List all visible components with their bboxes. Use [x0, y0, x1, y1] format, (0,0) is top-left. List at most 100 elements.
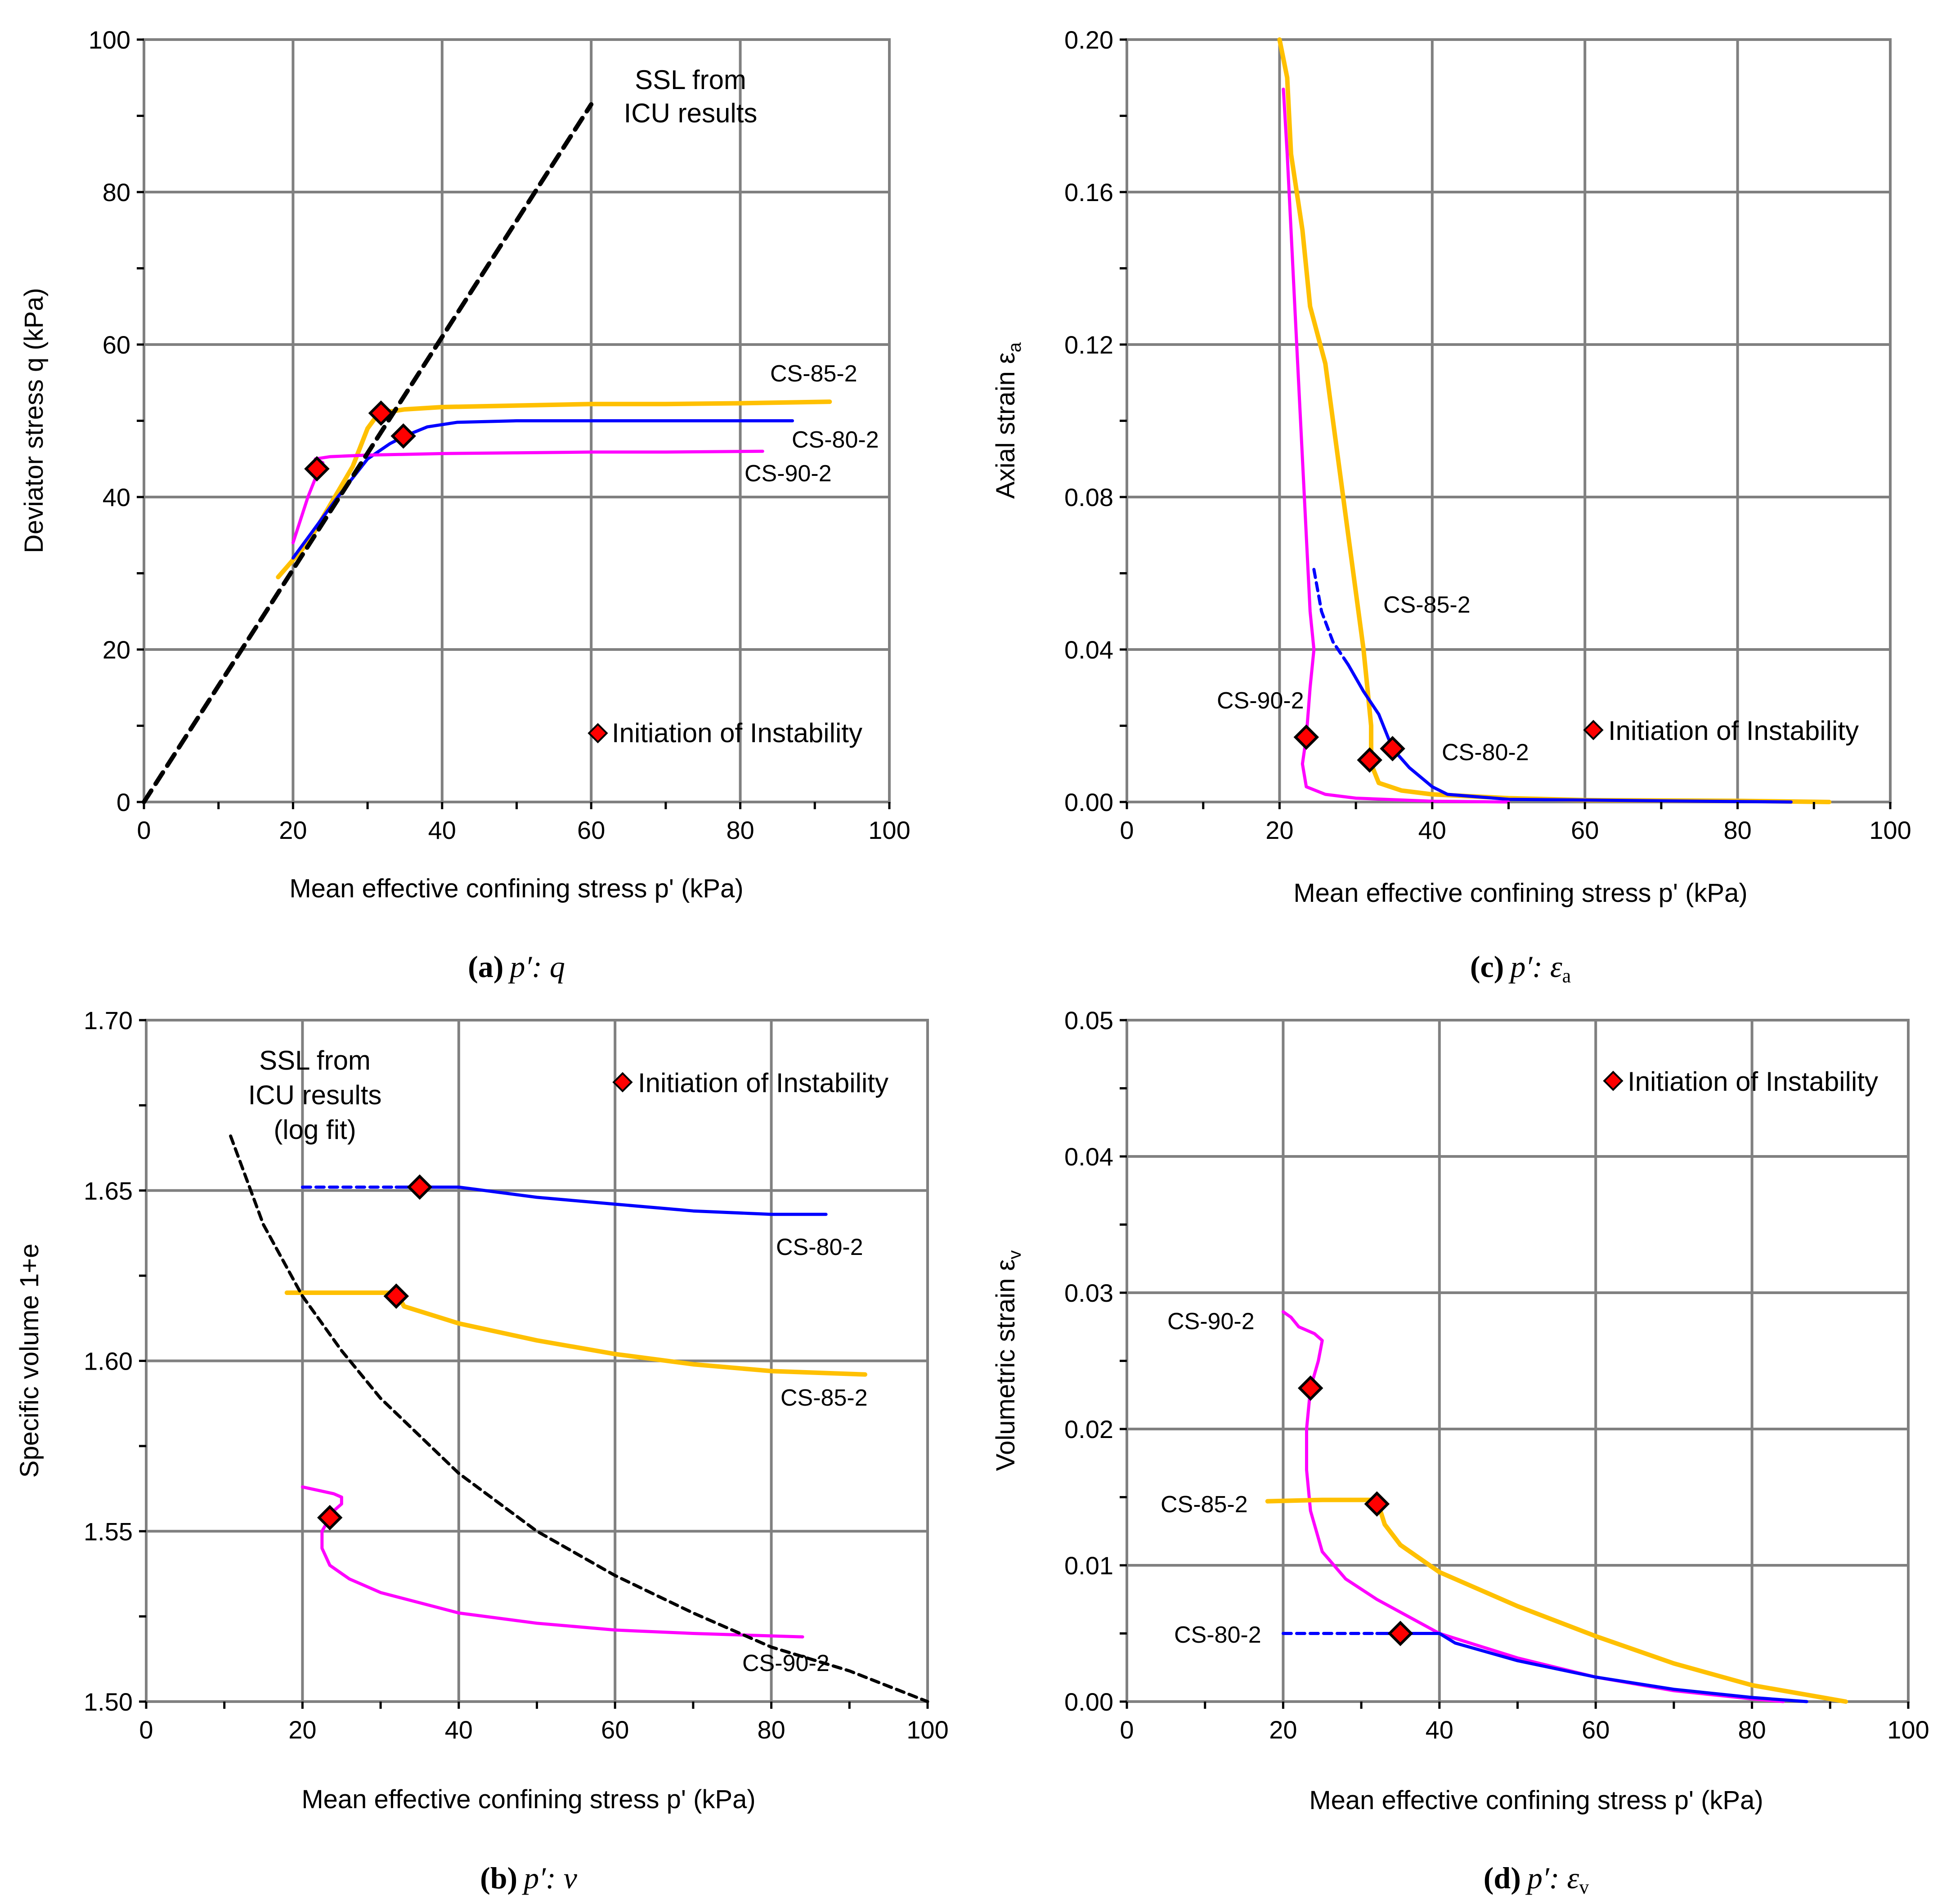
- panel-b-legend-label: Initiation of Instability: [638, 1068, 888, 1098]
- series-cs-85-2: [1265, 1497, 1848, 1704]
- instability-marker: [317, 1505, 343, 1531]
- panel-a-label-cs802: CS-80-2: [792, 427, 879, 453]
- panel-a-label-cs852: CS-85-2: [770, 361, 857, 387]
- panel-b-xlabel: Mean effective confining stress p' (kPa): [301, 1785, 755, 1814]
- panel-a-ssl-label-1: SSL from: [635, 65, 746, 95]
- series-cs-80-2: [291, 419, 794, 560]
- series-ssl-from-icu-results: [142, 102, 594, 804]
- x-tick-label: 0: [139, 1716, 153, 1744]
- series-cs-85-2: [276, 399, 832, 579]
- series-cs-90-2: [291, 449, 764, 545]
- panel-c-caption: (c) p′: εa: [1470, 950, 1571, 987]
- panel-b-legend: Initiation of Instability: [612, 1068, 888, 1098]
- panel-c-label-cs902: CS-90-2: [1217, 688, 1304, 714]
- series-cs-90-2: [1282, 87, 1510, 804]
- x-tick-label: 80: [726, 816, 754, 844]
- panel-a-legend: Initiation of Instability: [588, 718, 862, 748]
- series-cs-80-2: [1375, 1632, 1808, 1703]
- x-tick-label: 100: [1869, 816, 1911, 844]
- x-tick-label: 60: [577, 816, 605, 844]
- instability-marker: [1293, 724, 1319, 750]
- panel-a-caption: (a) p′: q: [468, 950, 565, 984]
- x-tick-label: 40: [445, 1716, 473, 1744]
- y-tick-label: 0.12: [1064, 331, 1113, 359]
- y-tick-label: 40: [103, 483, 130, 511]
- panel-c-label-cs852: CS-85-2: [1383, 592, 1471, 618]
- y-tick-label: 20: [103, 636, 130, 664]
- panel-d-caption: (d) p′: εv: [1484, 1861, 1589, 1898]
- x-tick-label: 20: [1265, 816, 1293, 844]
- panel-c-xlabel: Mean effective confining stress p' (kPa): [1293, 878, 1747, 908]
- x-tick-label: 40: [428, 816, 456, 844]
- x-tick-label: 40: [1426, 1716, 1453, 1744]
- x-tick-label: 100: [906, 1716, 948, 1744]
- x-tick-label: 0: [1120, 816, 1134, 844]
- panel-b-chart: 1.50 1.55 1.60 1.65 1.70 0 20 40 60 80 100 Specif…: [15, 1006, 949, 1895]
- y-tick-label: 0.00: [1064, 1688, 1113, 1716]
- panel-d-xlabel: Mean effective confining stress p' (kPa): [1309, 1786, 1763, 1815]
- instability-marker: [1380, 736, 1405, 762]
- y-tick-label: 0.04: [1064, 636, 1113, 664]
- y-tick-label: 60: [103, 331, 130, 359]
- y-tick-label: 0.05: [1064, 1006, 1113, 1035]
- instability-marker: [390, 423, 416, 449]
- panel-a-legend-label: Initiation of Instability: [612, 718, 862, 748]
- x-tick-label: 100: [1887, 1716, 1929, 1744]
- instability-marker: [407, 1174, 433, 1200]
- x-tick-label: 0: [1120, 1716, 1134, 1744]
- panel-b-label-cs902: CS-90-2: [742, 1650, 830, 1676]
- panel-a-label-cs902: CS-90-2: [745, 461, 832, 487]
- x-tick-label: 0: [137, 816, 151, 844]
- panel-d-legend: Initiation of Instability: [1603, 1066, 1878, 1097]
- y-tick-label: 0.00: [1064, 788, 1113, 816]
- instability-marker: [1364, 1491, 1390, 1517]
- panel-c-ylabel: Axial strain εa: [991, 342, 1025, 499]
- y-tick-label: 1.50: [84, 1688, 133, 1716]
- panel-b-ylabel: Specific volume 1+e: [15, 1244, 44, 1478]
- panel-b-caption: (b) p′: v: [480, 1861, 578, 1895]
- x-tick-label: 80: [757, 1716, 785, 1744]
- y-tick-label: 0.20: [1064, 26, 1113, 54]
- series-cs-85-2: [284, 1290, 867, 1377]
- y-tick-label: 1.60: [84, 1347, 133, 1375]
- y-tick-label: 0.03: [1064, 1279, 1113, 1307]
- y-tick-label: 1.55: [84, 1517, 133, 1546]
- panel-b-ssl-label-2: ICU results: [248, 1080, 382, 1110]
- y-tick-label: 100: [89, 26, 130, 54]
- series-ssl-from-icu-results-log-fit: [229, 1134, 929, 1703]
- panel-b-ssl-label-3: (log fit): [274, 1115, 356, 1145]
- instability-marker: [368, 400, 394, 426]
- x-tick-label: 40: [1418, 816, 1446, 844]
- x-tick-label: 20: [279, 816, 307, 844]
- x-tick-label: 60: [601, 1716, 629, 1744]
- y-tick-label: 0.01: [1064, 1551, 1113, 1580]
- series-cs-90-2: [300, 1485, 804, 1639]
- series-cs-90-2: [1281, 1310, 1785, 1703]
- instability-marker: [1357, 747, 1382, 773]
- panel-b-ssl-label-1: SSL from: [259, 1045, 371, 1075]
- panel-a-ssl-label-2: ICU results: [624, 98, 758, 128]
- panel-c-chart: 0.00 0.04 0.08 0.12 0.16 0.20 0 20 40 60 80 100 Ax…: [991, 26, 1911, 987]
- panel-d-label-cs802: CS-80-2: [1174, 1622, 1261, 1648]
- panel-a-chart: 0 20 40 60 80 100 0 20 40 60 80 100 Deviator stres…: [19, 26, 910, 984]
- panel-b-label-cs852: CS-85-2: [780, 1385, 868, 1411]
- y-tick-label: 80: [103, 178, 130, 206]
- x-tick-label: 80: [1738, 1716, 1766, 1744]
- panel-a-xlabel: Mean effective confining stress p' (kPa): [289, 874, 743, 903]
- x-tick-label: 100: [868, 816, 910, 844]
- panel-b-label-cs802: CS-80-2: [776, 1234, 863, 1260]
- instability-marker: [383, 1283, 409, 1309]
- panel-d-ylabel: Volumetric strain εv: [991, 1250, 1025, 1471]
- instability-marker: [1387, 1621, 1413, 1646]
- x-tick-label: 20: [1269, 1716, 1297, 1744]
- y-tick-label: 0.16: [1064, 178, 1113, 206]
- panel-a-ylabel: Deviator stress q (kPa): [19, 288, 49, 553]
- x-tick-label: 60: [1582, 1716, 1610, 1744]
- instability-marker: [1297, 1375, 1323, 1401]
- panel-c-label-cs802: CS-80-2: [1442, 739, 1529, 766]
- instability-marker: [304, 456, 330, 482]
- y-tick-label: 0.04: [1064, 1142, 1113, 1171]
- panel-d-chart: 0.00 0.01 0.02 0.03 0.04 0.05 0 20 40 60 80 100 Vo…: [991, 1006, 1929, 1898]
- y-tick-label: 0.08: [1064, 483, 1113, 511]
